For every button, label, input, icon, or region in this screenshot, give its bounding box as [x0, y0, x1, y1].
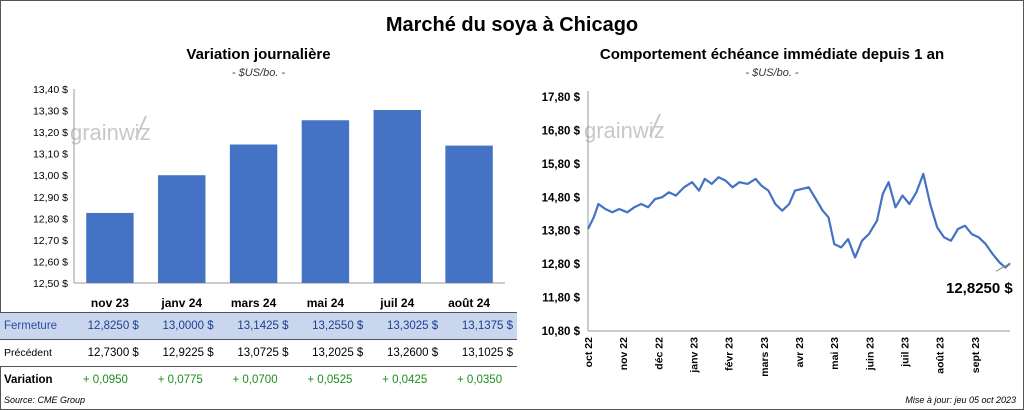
table-cell: 13,1375 $ [442, 312, 517, 340]
logo-text: grainwiz [584, 118, 665, 143]
y-tick-label: 13,30 $ [33, 106, 68, 118]
bar-chart: grainwiz 12,50 $ 12,60 $ 12,70 $ 12,80 $ 12,9… [33, 84, 505, 310]
table-row-previous: Précédent 12,7300 $ 12,9225 $ 13,0725 $ … [0, 339, 517, 367]
y-tick-label: 13,00 $ [33, 170, 68, 182]
row-label: Fermeture [0, 312, 68, 340]
y-tick-label: 12,50 $ [33, 278, 68, 290]
line-chart: grainwiz 10,80 $ 11,80 $ 12,80 $ 13,80 $ 14,8… [542, 91, 1011, 377]
table-cell: 13,2600 $ [367, 339, 443, 367]
y-tick-label: 12,60 $ [33, 256, 68, 268]
table-cell: 13,1025 $ [442, 339, 517, 367]
y-tick-label: 13,20 $ [33, 127, 68, 139]
row-label: Variation [4, 374, 53, 386]
x-tick-label: mars 23 [759, 337, 771, 377]
table-cell: 13,1425 $ [217, 312, 293, 340]
bar [86, 212, 134, 283]
last-value-leader [995, 262, 1011, 272]
logo-text: grainwiz [70, 120, 151, 145]
x-tick-label: mars 24 [231, 296, 277, 310]
table-cell: 13,2550 $ [292, 312, 368, 340]
y-tick-label: 16,80 $ [542, 125, 581, 137]
x-tick-label: oct 22 [583, 337, 595, 368]
table-cell: 13,0000 $ [142, 312, 218, 340]
x-tick-label: juin 23 [864, 337, 876, 371]
y-tick-label: 10,80 $ [542, 326, 581, 338]
y-tick-label: 11,80 $ [542, 293, 580, 305]
x-tick-label: août 23 [935, 337, 947, 374]
table-cell: + 0,0525 [307, 374, 353, 386]
y-tick-label: 13,80 $ [542, 226, 581, 238]
y-tick-label: 17,80 $ [542, 92, 581, 104]
series-line [587, 172, 1011, 269]
bar [158, 175, 206, 283]
logo-stroke [135, 115, 147, 139]
table-cell: 13,0725 $ [217, 339, 293, 367]
table-cell: 12,9225 $ [142, 339, 218, 367]
table-cell: 13,3025 $ [367, 312, 443, 340]
table-row-variation: Variation + 0,0950 + 0,0775 + 0,0700 + 0… [0, 367, 517, 394]
y-tick-label: 15,80 $ [542, 159, 581, 171]
x-tick-label: févr 23 [724, 337, 736, 371]
last-value-label: 12,8250 $ [946, 280, 1013, 297]
x-tick-label: juil 24 [379, 296, 414, 310]
right-chart-title: Comportement échéance immédiate depuis 1… [599, 46, 945, 63]
y-tick-label: 13,40 $ [33, 84, 68, 96]
y-tick-label: 13,10 $ [33, 149, 68, 161]
table-row-close: Fermeture 12,8250 $ 13,0000 $ 13,1425 $ … [0, 312, 517, 340]
table-cell: 12,8250 $ [68, 312, 143, 340]
grainwiz-logo: grainwiz [70, 115, 151, 145]
table-cell: 13,2025 $ [292, 339, 368, 367]
table-cell: 12,7300 $ [68, 339, 143, 367]
x-tick-label: nov 22 [618, 337, 630, 370]
table-cell: + 0,0775 [157, 374, 203, 386]
bar [445, 145, 493, 283]
table-cell: + 0,0950 [82, 374, 128, 386]
bar [301, 120, 350, 283]
left-chart-unit: - $US/bo. - [231, 67, 286, 79]
logo-stroke [649, 113, 661, 137]
update-note: Mise à jour: jeu 05 oct 2023 [905, 395, 1016, 405]
price-table: Fermeture 12,8250 $ 13,0000 $ 13,1425 $ … [0, 312, 517, 393]
left-chart-title: Variation journalière [186, 46, 331, 63]
source-note: Source: CME Group [4, 395, 86, 405]
x-tick-label: mai 23 [829, 337, 841, 370]
table-cell: + 0,0425 [382, 374, 428, 386]
x-tick-label: sept 23 [970, 337, 982, 373]
x-tick-label: janv 23 [689, 337, 701, 374]
table-cell: + 0,0350 [457, 374, 503, 386]
right-chart-unit: - $US/bo. - [745, 67, 799, 79]
x-tick-label: nov 23 [91, 296, 129, 310]
x-tick-label: août 24 [448, 296, 490, 310]
bar [229, 144, 278, 283]
x-tick-label: déc 22 [653, 337, 665, 370]
table-cell: + 0,0700 [232, 374, 278, 386]
x-tick-label: janv 24 [160, 296, 202, 310]
row-label: Précédent [0, 339, 68, 367]
bar [373, 110, 421, 284]
x-tick-label: avr 23 [794, 337, 806, 368]
main-title: Marché du soya à Chicago [385, 14, 639, 36]
y-tick-label: 12,70 $ [33, 235, 68, 247]
y-tick-label: 12,80 $ [542, 259, 581, 271]
x-tick-label: juil 23 [900, 337, 912, 368]
y-tick-label: 14,80 $ [542, 192, 581, 204]
grainwiz-logo: grainwiz [584, 113, 665, 143]
y-tick-label: 12,80 $ [33, 213, 68, 225]
y-tick-label: 12,90 $ [33, 192, 68, 204]
x-tick-label: mai 24 [307, 296, 345, 310]
